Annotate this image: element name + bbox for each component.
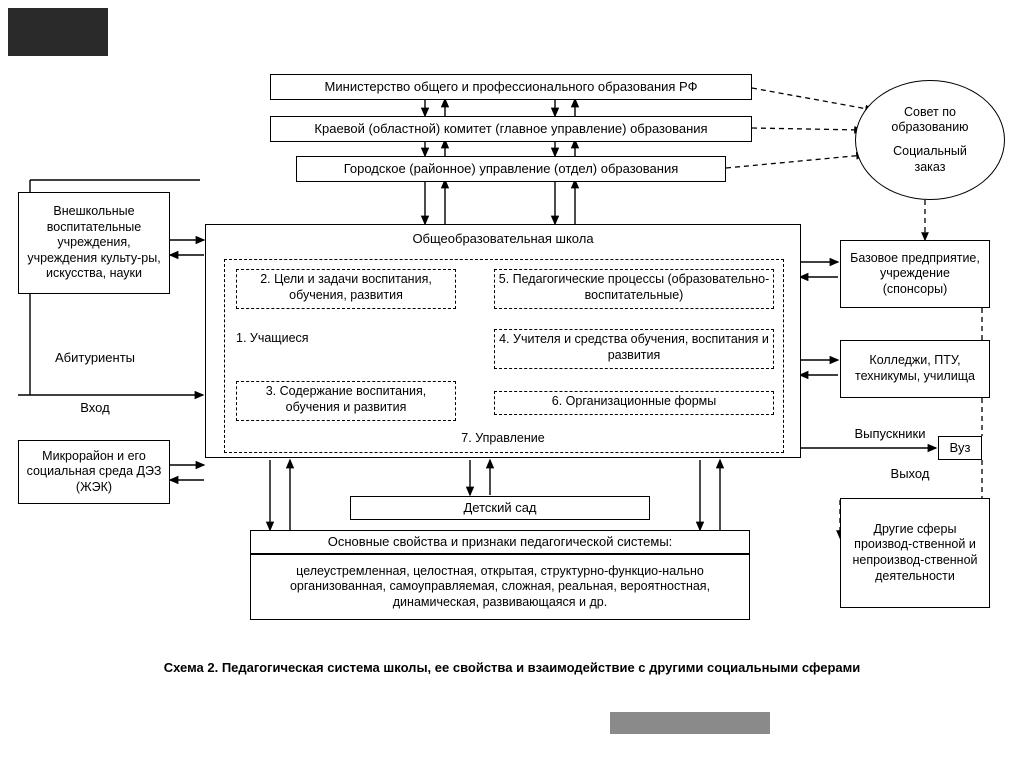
properties-body: целеустремленная, целостная, открытая, с…	[257, 564, 743, 611]
base-enterprise-box: Базовое предприятие, учреждение (спонсор…	[840, 240, 990, 308]
extracurricular-box: Внешкольные воспитательные учреждения, у…	[18, 192, 170, 294]
entry-label: Вход	[55, 400, 135, 416]
item5-text: 5. Педагогические процессы (образователь…	[496, 272, 772, 303]
item3-text: 3. Содержание воспитания, обучения и раз…	[238, 384, 454, 415]
oval-l1: Совет по	[904, 105, 956, 121]
microdistrict-box: Микрорайон и его социальная среда ДЭЗ (Ж…	[18, 440, 170, 504]
base-enterprise-label: Базовое предприятие, учреждение (спонсор…	[847, 251, 983, 298]
colleges-label: Колледжи, ПТУ, техникумы, училища	[847, 353, 983, 384]
properties-title: Основные свойства и признаки педагогичес…	[328, 534, 673, 550]
oval-l3: Социальный	[893, 144, 967, 160]
item6-text: 6. Организационные формы	[496, 394, 772, 410]
properties-body-box: целеустремленная, целостная, открытая, с…	[250, 554, 750, 620]
school-box: Общеобразовательная школа 2. Цели и зада…	[205, 224, 801, 458]
item4-text: 4. Учителя и средства обучения, воспитан…	[496, 332, 772, 363]
other-spheres-box: Другие сферы производ-ственной и непроиз…	[840, 498, 990, 608]
caption: Схема 2. Педагогическая система школы, е…	[0, 660, 1024, 675]
graduates-label: Выпускники	[840, 426, 940, 442]
other-spheres-label: Другие сферы производ-ственной и непроиз…	[847, 522, 983, 585]
top-strip	[8, 8, 108, 56]
oval-l2: образованию	[891, 120, 968, 136]
school-title: Общеобразовательная школа	[206, 231, 800, 247]
microdistrict-label: Микрорайон и его социальная среда ДЭЗ (Ж…	[25, 449, 163, 496]
item2-text: 2. Цели и задачи воспитания, обучения, р…	[238, 272, 454, 303]
bottom-strip	[610, 712, 770, 734]
item7-text: 7. Управление	[206, 431, 800, 447]
item1-text: 1. Учащиеся	[236, 331, 346, 347]
vuz-label: Вуз	[950, 440, 971, 456]
regional-label: Краевой (областной) комитет (главное упр…	[314, 121, 707, 137]
properties-title-box: Основные свойства и признаки педагогичес…	[250, 530, 750, 554]
oval-l4: заказ	[915, 160, 946, 176]
ministry-label: Министерство общего и профессионального …	[325, 79, 698, 95]
applicants-label: Абитуриенты	[40, 350, 150, 366]
extracurricular-label: Внешкольные воспитательные учреждения, у…	[25, 204, 163, 282]
regional-box: Краевой (областной) комитет (главное упр…	[270, 116, 752, 142]
vuz-box: Вуз	[938, 436, 982, 460]
kindergarten-box: Детский сад	[350, 496, 650, 520]
ministry-box: Министерство общего и профессионального …	[270, 74, 752, 100]
exit-label: Выход	[870, 466, 950, 482]
kindergarten-label: Детский сад	[463, 500, 536, 516]
city-box: Городское (районное) управление (отдел) …	[296, 156, 726, 182]
city-label: Городское (районное) управление (отдел) …	[344, 161, 679, 177]
colleges-box: Колледжи, ПТУ, техникумы, училища	[840, 340, 990, 398]
council-oval: Совет по образованию Социальный заказ	[855, 80, 1005, 200]
